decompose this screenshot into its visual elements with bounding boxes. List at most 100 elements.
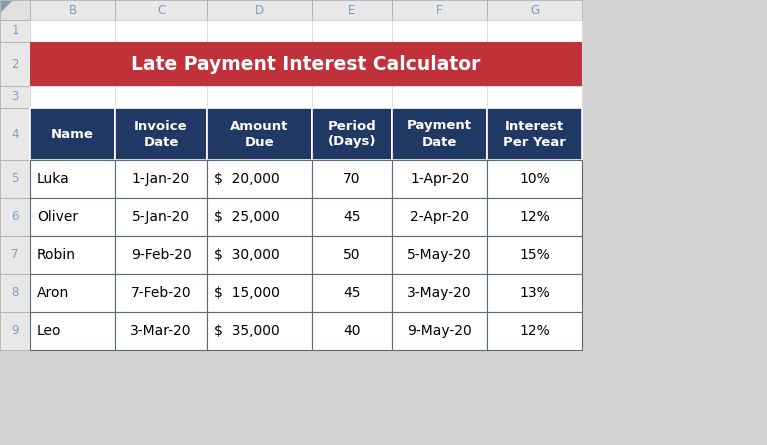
Bar: [392, 108, 487, 160]
Bar: [487, 160, 582, 198]
Text: $  30,000: $ 30,000: [214, 248, 280, 262]
Bar: [392, 274, 487, 312]
Text: 40: 40: [344, 324, 360, 338]
Bar: [312, 160, 392, 198]
Bar: [207, 108, 312, 160]
Bar: [30, 86, 115, 108]
Text: 2-Apr-20: 2-Apr-20: [410, 210, 469, 224]
Bar: [30, 20, 582, 350]
Text: 12%: 12%: [519, 324, 550, 338]
Bar: [392, 198, 487, 236]
Text: 6: 6: [12, 210, 18, 223]
Bar: [392, 20, 487, 42]
Bar: [312, 42, 392, 86]
Text: G: G: [530, 4, 539, 16]
Text: 13%: 13%: [519, 286, 550, 300]
Bar: [487, 198, 582, 236]
Text: 7: 7: [12, 248, 18, 262]
Bar: [487, 160, 582, 198]
Text: 1-Apr-20: 1-Apr-20: [410, 172, 469, 186]
Bar: [312, 160, 392, 198]
Text: Leo: Leo: [37, 324, 61, 338]
Bar: [312, 108, 392, 160]
Bar: [207, 160, 312, 198]
Bar: [207, 20, 312, 42]
Text: F: F: [436, 4, 443, 16]
Bar: [487, 236, 582, 274]
Bar: [0, 274, 30, 312]
Bar: [392, 86, 487, 108]
Bar: [487, 108, 582, 160]
Bar: [312, 312, 392, 350]
Bar: [30, 274, 115, 312]
Bar: [30, 198, 115, 236]
Bar: [30, 0, 115, 20]
Bar: [207, 198, 312, 236]
Text: 45: 45: [344, 286, 360, 300]
Bar: [392, 236, 487, 274]
Bar: [207, 312, 312, 350]
Bar: [392, 160, 487, 198]
Bar: [115, 160, 207, 198]
Bar: [115, 20, 207, 42]
Bar: [487, 198, 582, 236]
Bar: [312, 86, 392, 108]
Text: Robin: Robin: [37, 248, 76, 262]
Bar: [392, 42, 487, 86]
Bar: [30, 236, 115, 274]
Text: 9: 9: [12, 324, 18, 337]
Text: 4: 4: [12, 128, 18, 141]
Text: Name: Name: [51, 128, 94, 141]
Bar: [312, 20, 392, 42]
Bar: [30, 42, 582, 86]
Bar: [115, 236, 207, 274]
Text: 1: 1: [12, 24, 18, 37]
Bar: [207, 236, 312, 274]
Bar: [487, 42, 582, 86]
Text: 70: 70: [344, 172, 360, 186]
Bar: [312, 274, 392, 312]
Bar: [392, 160, 487, 198]
Text: Late Payment Interest Calculator: Late Payment Interest Calculator: [131, 54, 481, 73]
Bar: [207, 274, 312, 312]
Bar: [392, 312, 487, 350]
Bar: [312, 274, 392, 312]
Text: 10%: 10%: [519, 172, 550, 186]
Bar: [30, 274, 115, 312]
Text: 3: 3: [12, 90, 18, 104]
Text: 12%: 12%: [519, 210, 550, 224]
Bar: [30, 42, 115, 86]
Text: B: B: [68, 4, 77, 16]
Bar: [115, 108, 207, 160]
Text: D: D: [255, 4, 264, 16]
Bar: [115, 312, 207, 350]
Text: 5: 5: [12, 173, 18, 186]
Text: 5-Jan-20: 5-Jan-20: [132, 210, 190, 224]
Bar: [312, 312, 392, 350]
Bar: [487, 312, 582, 350]
Text: $  20,000: $ 20,000: [214, 172, 280, 186]
Bar: [487, 0, 582, 20]
Bar: [115, 42, 207, 86]
Bar: [0, 108, 30, 160]
Bar: [30, 160, 115, 198]
Bar: [30, 198, 115, 236]
Bar: [392, 108, 487, 160]
Text: E: E: [348, 4, 356, 16]
Bar: [0, 312, 30, 350]
Text: C: C: [157, 4, 165, 16]
Bar: [115, 0, 207, 20]
Bar: [312, 108, 392, 160]
Bar: [0, 160, 30, 198]
Bar: [392, 198, 487, 236]
Bar: [115, 236, 207, 274]
Text: Period
(Days): Period (Days): [328, 120, 377, 149]
Text: 9-May-20: 9-May-20: [407, 324, 472, 338]
Text: 1-Jan-20: 1-Jan-20: [132, 172, 190, 186]
Bar: [115, 160, 207, 198]
Bar: [115, 274, 207, 312]
Bar: [207, 274, 312, 312]
Bar: [30, 312, 115, 350]
Bar: [0, 0, 30, 20]
Bar: [30, 108, 115, 160]
